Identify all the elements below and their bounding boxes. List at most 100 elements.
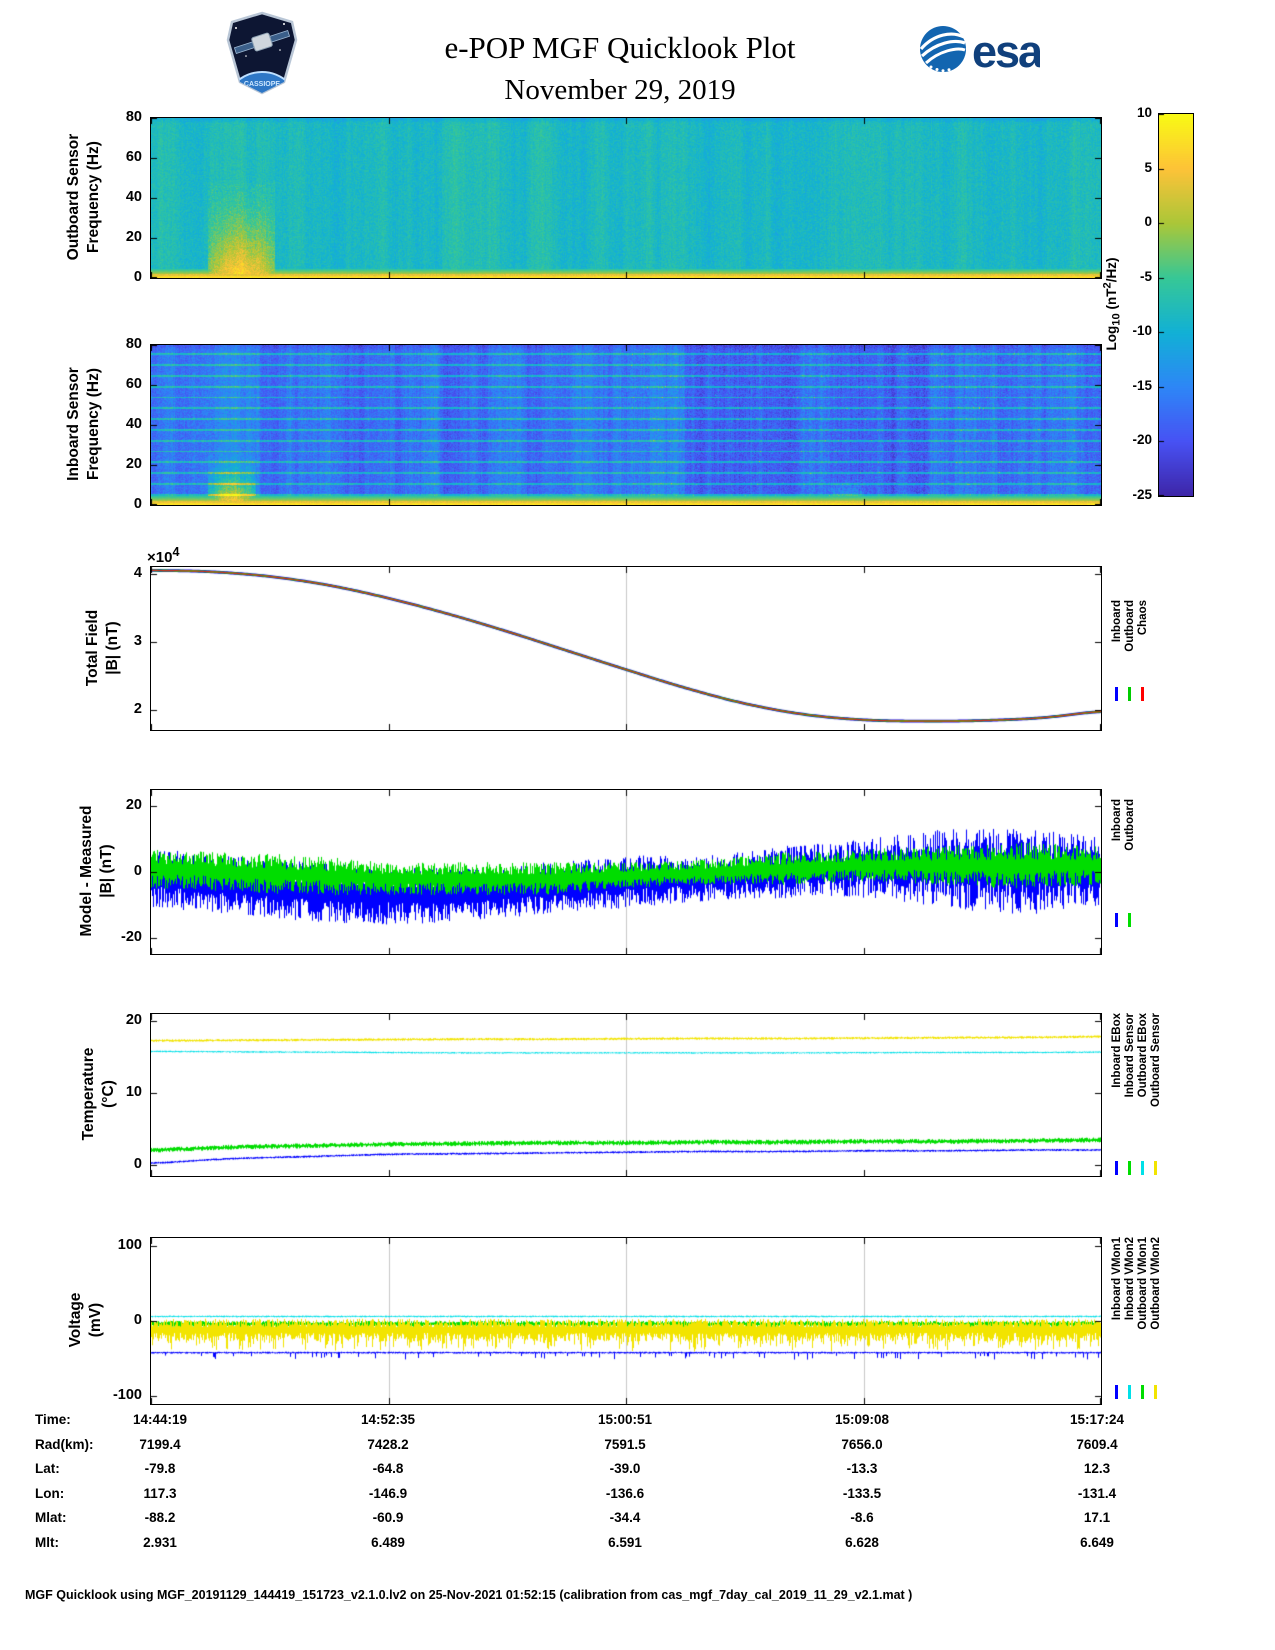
total-field-panel: 2 3 4 Inboard Outboard Chaos [134,565,1149,731]
legend-label: Outboard EBox [1136,1013,1149,1098]
legend-label: Outboard VMon1 [1136,1237,1149,1330]
y-tick-label: 80 [125,109,142,125]
ephemeris-row-rad: Rad(km): 7199.4 7428.2 7591.5 7656.0 7609.4 [0,1437,1275,1461]
y-tick-label: 100 [117,1236,142,1253]
legend-entry: Outboard VMon1 [1136,1237,1149,1405]
y-tick-label: 40 [125,189,142,205]
legend-label: Inboard VMon2 [1123,1237,1136,1321]
legend-label: Inboard VMon1 [1110,1237,1123,1321]
legend-entry: Inboard Sensor [1123,1013,1136,1177]
y-tick-label: 20 [125,797,142,814]
inboard-spectrogram-canvas [150,344,1102,506]
voltage-legend: Inboard VMon1 Inboard VMon2 Outboard VMon1… [1110,1237,1162,1405]
plot-date: November 29, 2019 [504,74,736,106]
legend-marker [1115,687,1118,701]
ephemeris-value-mlt-0: 2.931 [143,1534,177,1550]
y-tick-label: 60 [125,376,142,392]
ephemeris-row-mlat: Mlat: -88.2 -60.9 -34.4 -8.6 17.1 [0,1510,1275,1534]
ephemeris-row-label: Mlt: [35,1534,59,1550]
ephemeris-value-mlat-4: 17.1 [1083,1510,1111,1525]
legend-marker [1115,1161,1118,1175]
legend-marker [1115,1385,1118,1399]
ephemeris-row-label: Mlat: [35,1510,67,1525]
y-tick-label: 4 [133,564,142,581]
axis-label-line: Inboard Sensor [64,367,82,481]
plot-title: e-POP MGF Quicklook Plot [444,30,796,65]
ephemeris-row-label: Time: [35,1412,71,1427]
ephemeris-row-mlt: Mlt: 2.931 6.489 6.591 6.628 6.649 [0,1535,1275,1559]
ephemeris-value-lon-0: 117.3 [143,1485,177,1501]
plot-header: e-POP MGF Quicklook Plot November 29, 20… [330,30,910,107]
colorbar-tick-label: -20 [1132,432,1152,448]
ephemeris-value-mlt-1: 6.489 [371,1534,405,1550]
ephemeris-value-lon-2: -136.6 [605,1485,645,1501]
legend-entry: Outboard [1123,600,1136,731]
ephemeris-value-lat-4: 12.3 [1083,1461,1111,1476]
ephemeris-value-mlt-4: 6.649 [1080,1534,1114,1550]
inboard-spectrogram-panel: 0 20 40 60 80 [126,336,1102,512]
temperature-panel: 0 10 20 Inboard EBox Inboard Sensor Outboard … [126,1012,1162,1177]
legend-label: Outboard [1123,799,1136,851]
y-tick-label: -20 [121,928,142,945]
legend-marker [1128,687,1131,701]
legend-entry: Outboard EBox [1136,1013,1149,1177]
y-axis-multiplier: ×104 [147,545,180,566]
colorbar-label: Log10 (nT2/Hz) [1101,257,1123,351]
axis-label-line: Voltage [66,1292,84,1348]
y-tick-label: 20 [125,1012,142,1029]
ephemeris-table: Time: 14:44:19 14:52:35 15:00:51 15:09:08 15:… [0,1412,1275,1564]
ephemeris-value-time-0: 14:44:19 [132,1412,188,1427]
legend-entry: Outboard VMon2 [1149,1237,1162,1405]
patch-text: CASSIOPE [244,81,281,88]
total-field-legend: Inboard Outboard Chaos [1110,566,1149,731]
esa-logo-icon: esa [919,26,1046,77]
legend-label: Inboard [1110,600,1123,643]
model-measured-canvas [150,789,1102,955]
legend-entry: Chaos [1136,600,1149,731]
legend-label: Inboard Sensor [1123,1013,1136,1098]
legend-entry: Outboard Sensor [1149,1013,1162,1177]
ephemeris-value-lon-4: -131.4 [1077,1485,1117,1501]
y-tick-label: 3 [133,632,142,649]
legend-label: Inboard EBox [1110,1013,1123,1088]
legend-marker [1141,1385,1144,1399]
legend-marker [1154,1385,1157,1399]
legend-marker [1128,913,1131,927]
ephemeris-value-mlt-3: 6.628 [845,1534,879,1550]
ephemeris-value-lon-3: -133.5 [842,1485,882,1501]
y-tick-label: -100 [112,1387,142,1404]
ephemeris-value-lat-1: -64.8 [372,1461,404,1476]
y-tick-label: 2 [133,700,142,717]
legend-entry: Inboard EBox [1110,1013,1123,1177]
model-minus-measured-legend: Inboard Outboard [1110,789,1136,955]
ephemeris-value-rad-2: 7591.5 [604,1436,646,1452]
ephemeris-value-rad-4: 7609.4 [1076,1436,1118,1452]
legend-marker [1154,1161,1157,1175]
ephemeris-row-lat: Lat: -79.8 -64.8 -39.0 -13.3 12.3 [0,1461,1275,1485]
ephemeris-row-time: Time: 14:44:19 14:52:35 15:00:51 15:09:08 15:… [0,1412,1275,1436]
ephemeris-value-time-1: 14:52:35 [360,1412,416,1427]
legend-label: Outboard VMon2 [1149,1237,1162,1330]
ephemeris-value-mlat-2: -34.4 [609,1510,641,1525]
legend-entry: Inboard [1110,600,1123,731]
ephemeris-value-rad-1: 7428.2 [367,1436,409,1452]
ephemeris-value-lon-1: -146.9 [368,1485,408,1501]
y-tick-label: 40 [125,416,142,432]
ephemeris-value-time-2: 15:00:51 [597,1412,653,1427]
ephemeris-value-rad-0: 7199.4 [139,1436,181,1452]
legend-label: Chaos [1136,600,1149,636]
cassiope-patch-icon: CASSIOPE [226,11,298,95]
outboard-spectrogram-canvas [150,117,1102,279]
ephemeris-value-mlat-3: -8.6 [850,1510,874,1525]
colorbar: 10 5 0 -5 -10 -15 -20 -25 [1132,105,1194,502]
temperature-canvas [150,1013,1102,1177]
legend-entry: Inboard VMon2 [1123,1237,1136,1405]
ephemeris-value-rad-3: 7656.0 [841,1436,883,1452]
legend-entry: Inboard VMon1 [1110,1237,1123,1405]
colorbar-tick-label: 5 [1144,159,1152,175]
model-measured-panel: -20 0 20 Inboard Outboard [121,789,1136,955]
y-tick-label: 80 [125,336,142,352]
y-tick-label: 0 [133,1156,142,1173]
ephemeris-value-mlat-1: -60.9 [372,1510,404,1525]
ephemeris-row-label: Lat: [35,1461,60,1476]
